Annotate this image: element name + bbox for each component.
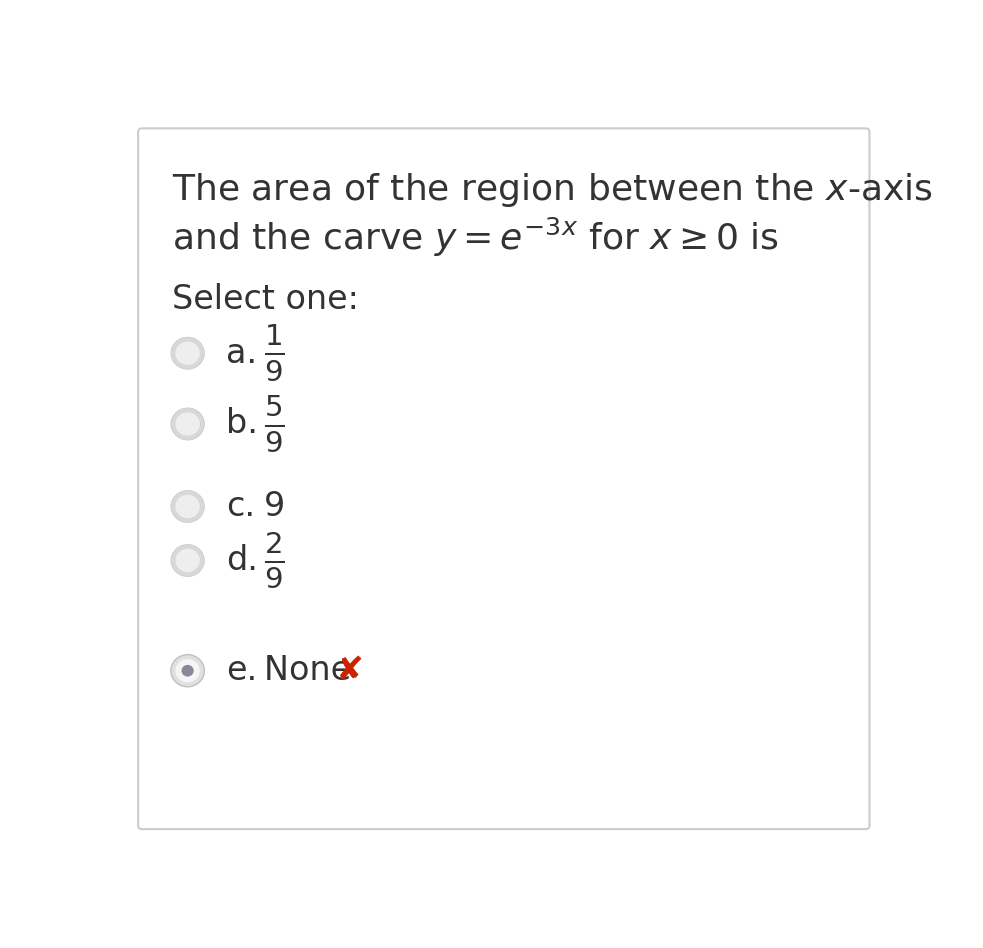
Text: 9: 9	[263, 490, 285, 523]
Circle shape	[171, 337, 204, 370]
Text: a.: a.	[226, 337, 257, 370]
Text: c.: c.	[226, 490, 255, 523]
Circle shape	[171, 490, 204, 522]
Circle shape	[175, 412, 200, 436]
FancyBboxPatch shape	[138, 128, 870, 830]
Text: $\frac{2}{9}$: $\frac{2}{9}$	[263, 530, 284, 591]
Text: d.: d.	[226, 544, 258, 577]
Text: e.: e.	[226, 654, 257, 687]
Text: ✘: ✘	[336, 654, 364, 687]
Text: The area of the region between the $x$-axis: The area of the region between the $x$-a…	[172, 172, 933, 210]
Text: Select one:: Select one:	[172, 283, 359, 317]
Circle shape	[175, 659, 200, 683]
Text: b.: b.	[226, 408, 258, 441]
Text: $\frac{1}{9}$: $\frac{1}{9}$	[263, 323, 284, 383]
Circle shape	[175, 495, 200, 519]
Circle shape	[175, 549, 200, 573]
Circle shape	[175, 341, 200, 365]
Circle shape	[182, 665, 194, 677]
Circle shape	[171, 408, 204, 440]
Text: None: None	[263, 654, 362, 687]
Circle shape	[171, 544, 204, 576]
Text: and the carve $y = e^{-3x}$ for $x \geq 0$ is: and the carve $y = e^{-3x}$ for $x \geq …	[172, 216, 780, 260]
Text: $\frac{5}{9}$: $\frac{5}{9}$	[263, 393, 284, 454]
Circle shape	[171, 655, 204, 686]
